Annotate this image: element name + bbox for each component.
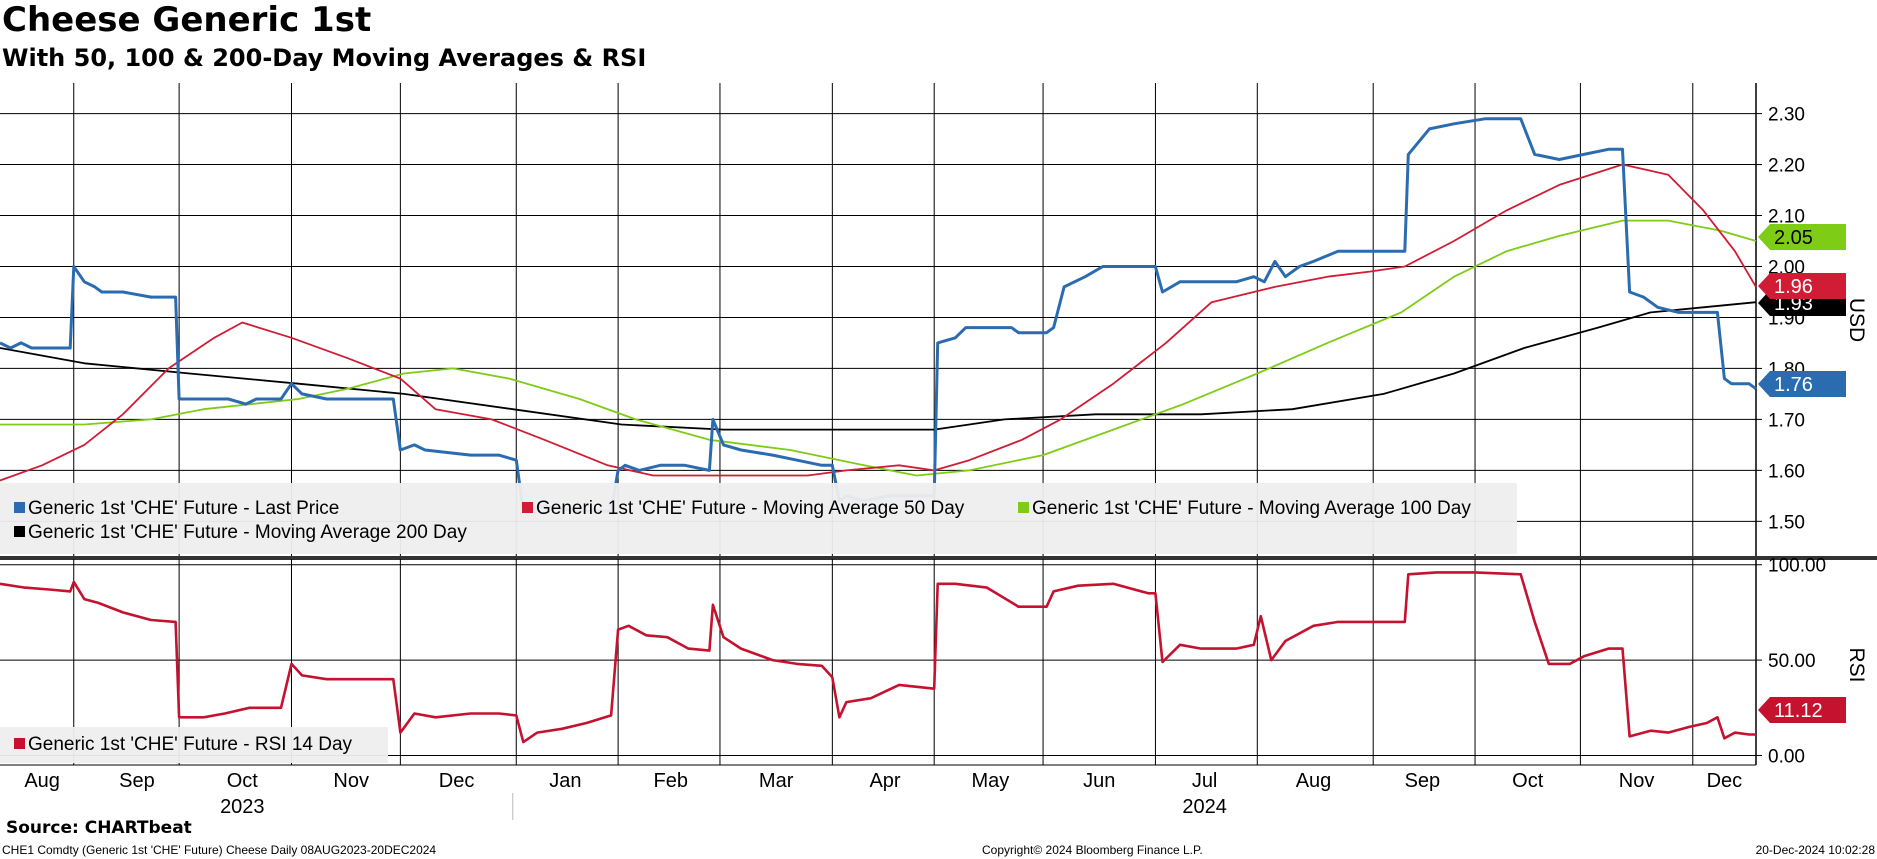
x-tick-label: Oct	[1512, 770, 1544, 792]
x-tick-label: Oct	[227, 770, 259, 792]
chart-title: Cheese Generic 1st	[2, 0, 372, 40]
x-tick-label: Dec	[439, 770, 475, 792]
legend-box	[0, 483, 1517, 554]
series-line-rsi	[0, 571, 1756, 744]
rsi-panel: 0.00 50.00 100.00 RSI Generic 1st 'CHE' Futu…	[0, 556, 1868, 767]
source-note: Source: CHARTbeat	[6, 818, 192, 838]
legend-label: Generic 1st 'CHE' Future - Last Price	[28, 498, 339, 519]
footer-ticker-info: CHE1 Comdty (Generic 1st 'CHE' Future) C…	[2, 843, 437, 857]
legend-swatch	[14, 526, 25, 537]
price-y-tick-label: 1.70	[1768, 410, 1805, 431]
x-tick-label: Sep	[1405, 770, 1441, 792]
price-y-axis-title: USD	[1845, 298, 1868, 342]
x-tick-label: Nov	[333, 770, 369, 792]
x-tick-label: Apr	[869, 770, 900, 792]
footer-timestamp: 20-Dec-2024 10:02:28	[1755, 843, 1875, 857]
series-line-ma200	[0, 301, 1757, 431]
x-tick-label: Dec	[1707, 770, 1743, 792]
last-value-tag	[1758, 273, 1846, 299]
price-y-tick-label: 1.50	[1768, 512, 1805, 533]
legend-swatch	[1018, 502, 1029, 513]
x-tick-label: Jun	[1083, 770, 1115, 792]
x-tick-label: Sep	[119, 770, 155, 792]
last-value-tag	[1758, 224, 1846, 250]
last-value-tag	[1758, 697, 1846, 723]
x-year-label: 2023	[220, 796, 265, 818]
x-tick-label: Nov	[1619, 770, 1655, 792]
legend-swatch	[522, 502, 533, 513]
series-line-last_price	[0, 117, 1757, 513]
price-y-tick-label: 2.20	[1768, 156, 1805, 177]
legend-label: Generic 1st 'CHE' Future - RSI 14 Day	[28, 734, 353, 755]
price-panel: 1.501.601.701.801.902.002.102.202.30USDG…	[0, 83, 1877, 765]
price-y-tick-label: 2.30	[1768, 105, 1805, 126]
legend-label: Generic 1st 'CHE' Future - Moving Averag…	[1032, 498, 1471, 519]
price-y-tick-label: 1.60	[1768, 461, 1805, 482]
last-value-tag-label: 1.96	[1774, 276, 1813, 298]
legend-label: Generic 1st 'CHE' Future - Moving Averag…	[28, 522, 467, 543]
x-tick-label: Jul	[1192, 770, 1218, 792]
last-value-tag-label: 11.12	[1774, 700, 1823, 722]
chart-subtitle: With 50, 100 & 200-Day Moving Averages &…	[2, 44, 647, 72]
price-y-tick-label: 2.10	[1768, 207, 1805, 228]
x-tick-label: Aug	[24, 770, 60, 792]
last-value-tag-label: 2.05	[1774, 227, 1813, 249]
x-tick-label: May	[971, 770, 1009, 792]
legend-swatch	[14, 738, 25, 749]
rsi-y-tick-label: 0.00	[1768, 746, 1805, 767]
rsi-y-axis-title: RSI	[1845, 647, 1868, 682]
rsi-y-tick-label: 100.00	[1768, 556, 1826, 577]
last-value-tag-label: 1.76	[1774, 374, 1813, 396]
footer-copyright: Copyright© 2024 Bloomberg Finance L.P.	[982, 843, 1203, 857]
legend-box	[0, 727, 388, 763]
rsi-y-tick-label: 50.00	[1768, 651, 1816, 672]
x-year-label: 2024	[1182, 796, 1227, 818]
x-tick-label: Mar	[759, 770, 794, 792]
legend-swatch	[14, 502, 25, 513]
x-axis: Aug Sep Oct Nov Dec Jan Feb Mar Apr May Jun Jul Aug S…	[24, 770, 1742, 820]
legend-label: Generic 1st 'CHE' Future - Moving Averag…	[536, 498, 965, 519]
x-tick-label: Feb	[654, 770, 688, 792]
x-tick-label: Jan	[549, 770, 581, 792]
series-line-ma100	[0, 219, 1757, 477]
x-tick-label: Aug	[1296, 770, 1332, 792]
series-line-ma50	[0, 163, 1757, 482]
last-value-tag	[1758, 371, 1846, 397]
